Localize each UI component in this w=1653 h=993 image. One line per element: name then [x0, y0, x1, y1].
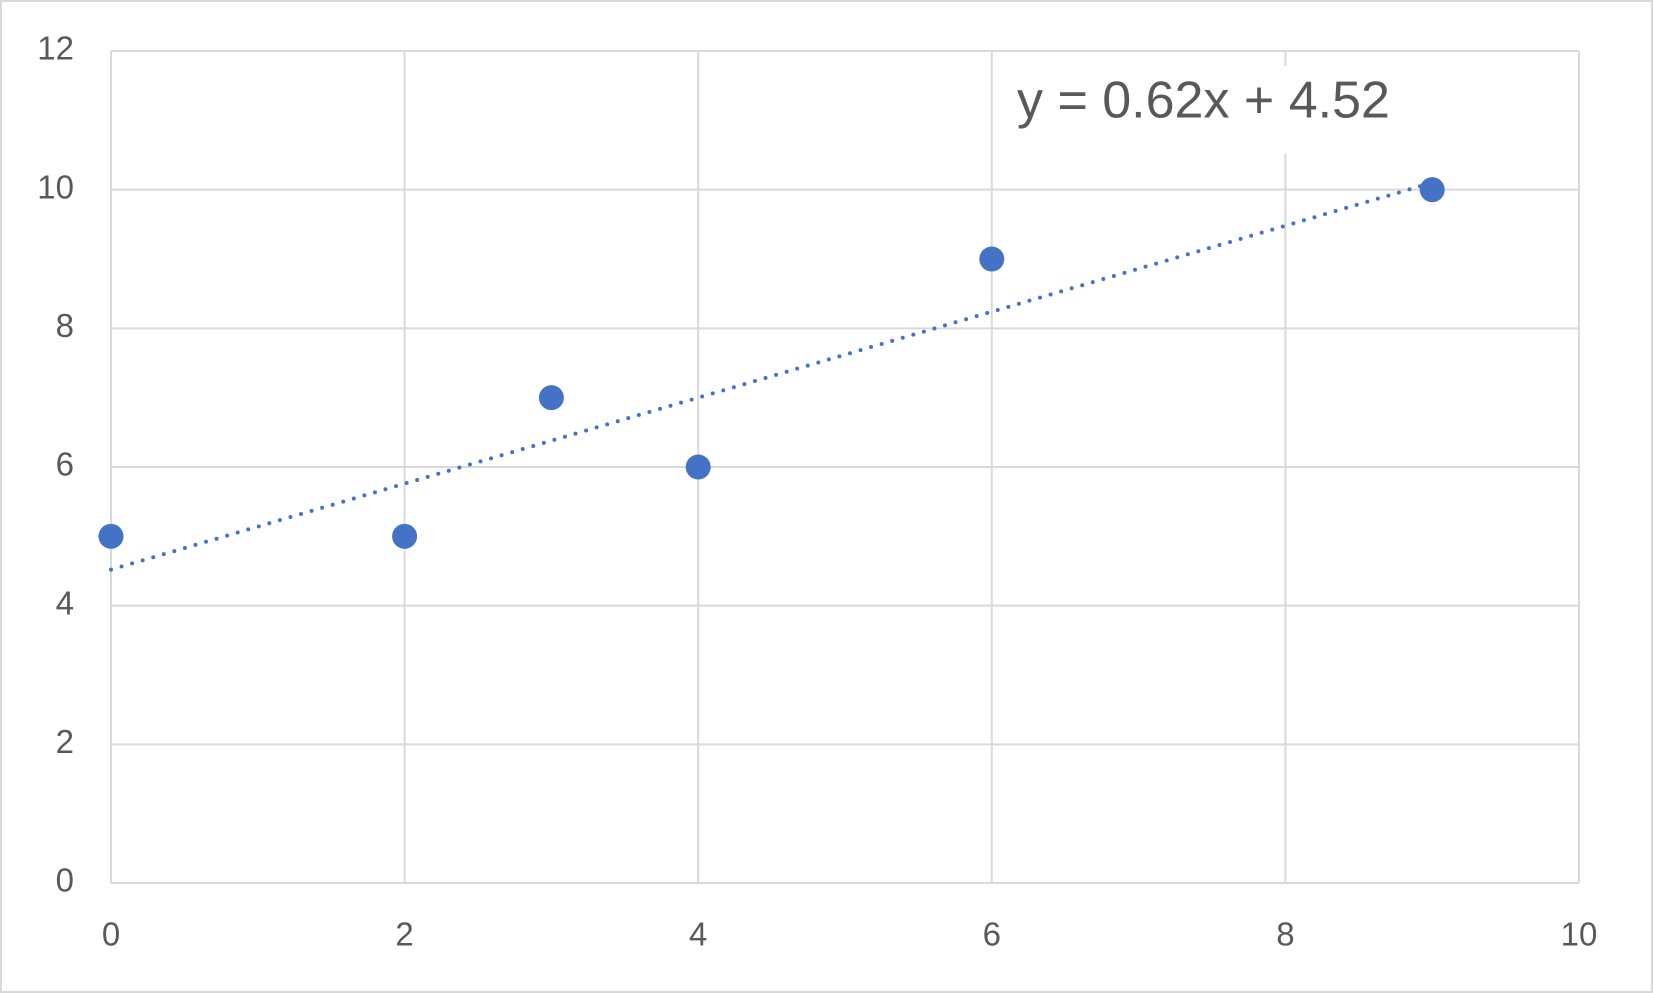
y-tick-label: 4: [56, 584, 74, 621]
annotation-background: [1005, 65, 1402, 154]
point: [98, 523, 124, 549]
trendline-equation: y = 0.62x + 4.52: [1017, 72, 1390, 130]
y-tick-label: 12: [37, 30, 74, 67]
x-tick-label: 8: [1276, 916, 1294, 953]
y-tick-label: 6: [56, 446, 74, 483]
point: [538, 385, 564, 411]
y-tick-label: 10: [37, 168, 74, 205]
y-tick-label: 0: [56, 862, 74, 899]
y-tick-label: 8: [56, 307, 74, 344]
x-tick-label: 6: [983, 916, 1001, 953]
point: [1419, 177, 1445, 203]
y-tick-label: 2: [56, 723, 74, 760]
point: [979, 246, 1005, 272]
point: [685, 454, 711, 480]
point: [392, 523, 418, 549]
x-tick-label: 0: [102, 916, 120, 953]
x-tick-label: 4: [689, 916, 707, 953]
x-tick-label: 10: [1561, 916, 1598, 953]
x-tick-label: 2: [395, 916, 413, 953]
plot-area: [98, 177, 1445, 572]
grid: 0 2 4 6 8 10 12 0 2 4 6 8 10: [37, 30, 1597, 953]
trendline: [109, 180, 1435, 572]
